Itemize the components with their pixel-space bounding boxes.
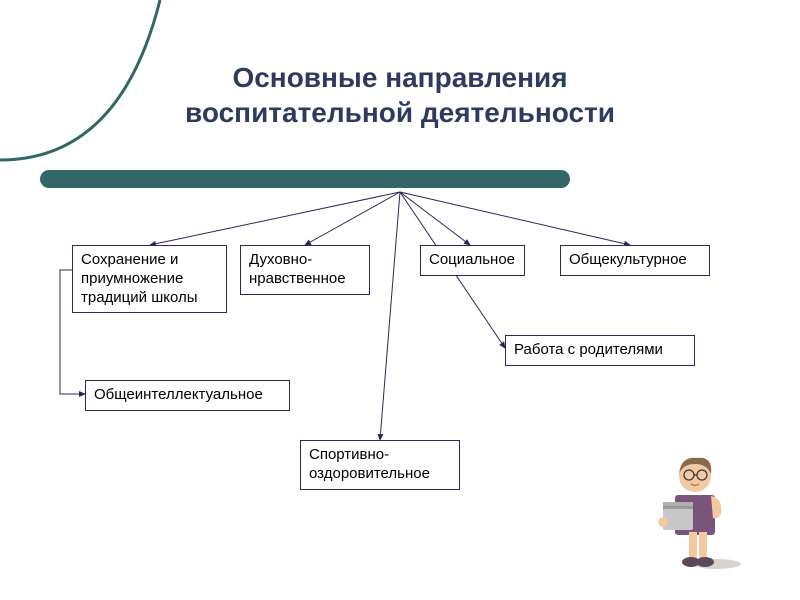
diagram-node: Работа с родителями — [505, 335, 695, 366]
title-line-1: Основные направления — [232, 62, 567, 93]
page-title: Основные направления воспитательной деят… — [0, 60, 800, 130]
diagram-node: Общекультурное — [560, 245, 710, 276]
diagram-node: Духовно-нравственное — [240, 245, 370, 295]
diagram-node: Сохранение иприумножениетрадиций школы — [72, 245, 227, 313]
diagram-node: Общеинтеллектуальное — [85, 380, 290, 411]
title-line-2: воспитательной деятельности — [185, 97, 615, 128]
diagram-node: Спортивно-оздоровительное — [300, 440, 460, 490]
diagram-node: Социальное — [420, 245, 525, 276]
teacher-icon — [645, 450, 745, 570]
accent-bar — [40, 170, 570, 188]
